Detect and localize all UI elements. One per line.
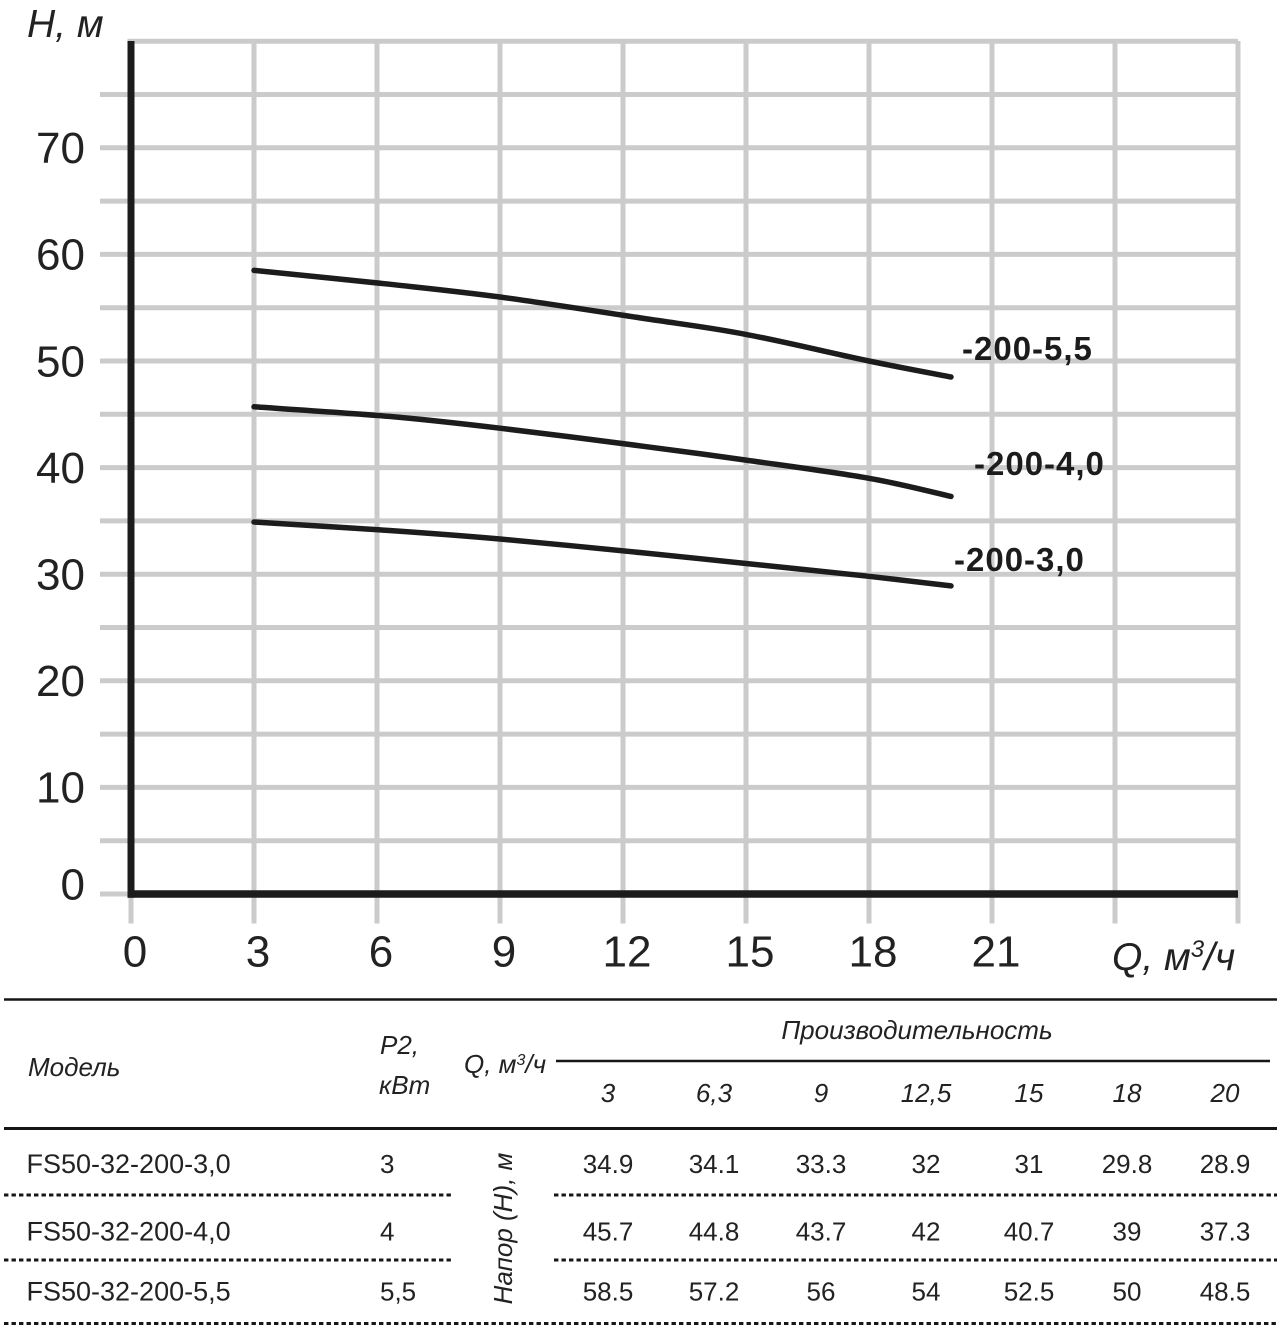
svg-text:52.5: 52.5 — [1004, 1277, 1055, 1307]
svg-text:Q, м3/ч: Q, м3/ч — [464, 1049, 546, 1079]
svg-text:-200-3,0: -200-3,0 — [954, 541, 1085, 578]
svg-text:0: 0 — [61, 860, 85, 909]
svg-text:12: 12 — [603, 927, 652, 976]
svg-text:15: 15 — [726, 927, 775, 976]
svg-text:20: 20 — [36, 657, 85, 706]
svg-text:0: 0 — [123, 927, 147, 976]
svg-text:28.9: 28.9 — [1200, 1149, 1251, 1179]
svg-text:39: 39 — [1113, 1217, 1142, 1247]
svg-text:60: 60 — [36, 231, 85, 280]
svg-text:34.9: 34.9 — [583, 1149, 634, 1179]
svg-text:58.5: 58.5 — [583, 1277, 634, 1307]
svg-text:70: 70 — [36, 124, 85, 173]
svg-text:29.8: 29.8 — [1102, 1149, 1153, 1179]
svg-text:H, м: H, м — [27, 3, 104, 46]
svg-text:56: 56 — [807, 1277, 836, 1307]
svg-text:30: 30 — [36, 551, 85, 600]
svg-text:5,5: 5,5 — [380, 1277, 416, 1307]
svg-text:50: 50 — [1113, 1277, 1142, 1307]
svg-text:42: 42 — [912, 1217, 941, 1247]
svg-text:3: 3 — [380, 1149, 394, 1179]
svg-text:3: 3 — [601, 1078, 616, 1108]
svg-text:FS50-32-200-4,0: FS50-32-200-4,0 — [27, 1217, 231, 1247]
svg-text:9: 9 — [814, 1078, 828, 1108]
svg-text:40: 40 — [36, 444, 85, 493]
svg-text:31: 31 — [1015, 1149, 1044, 1179]
svg-text:Производительность: Производительность — [781, 1015, 1052, 1045]
svg-text:32: 32 — [912, 1149, 941, 1179]
svg-text:34.1: 34.1 — [689, 1149, 740, 1179]
svg-text:Q, м3/ч: Q, м3/ч — [1112, 936, 1235, 979]
svg-text:48.5: 48.5 — [1200, 1277, 1251, 1307]
svg-text:-200-5,5: -200-5,5 — [962, 330, 1093, 367]
svg-text:6,3: 6,3 — [696, 1078, 733, 1108]
svg-text:15: 15 — [1015, 1078, 1044, 1108]
svg-text:FS50-32-200-5,5: FS50-32-200-5,5 — [27, 1277, 231, 1307]
svg-text:10: 10 — [36, 764, 85, 813]
svg-text:18: 18 — [849, 927, 898, 976]
svg-text:50: 50 — [36, 337, 85, 386]
svg-text:P2,: P2, — [380, 1030, 419, 1060]
svg-text:44.8: 44.8 — [689, 1217, 740, 1247]
svg-text:40.7: 40.7 — [1004, 1217, 1055, 1247]
svg-text:кВт: кВт — [379, 1070, 430, 1100]
svg-text:57.2: 57.2 — [689, 1277, 740, 1307]
svg-text:33.3: 33.3 — [796, 1149, 847, 1179]
svg-text:3: 3 — [246, 927, 270, 976]
svg-text:Напор (H), м: Напор (H), м — [488, 1152, 518, 1304]
svg-text:6: 6 — [369, 927, 393, 976]
svg-text:54: 54 — [912, 1277, 941, 1307]
svg-text:18: 18 — [1113, 1078, 1142, 1108]
svg-text:21: 21 — [972, 927, 1021, 976]
svg-text:9: 9 — [492, 927, 516, 976]
svg-text:FS50-32-200-3,0: FS50-32-200-3,0 — [27, 1149, 231, 1179]
svg-text:-200-4,0: -200-4,0 — [974, 445, 1105, 482]
svg-text:43.7: 43.7 — [796, 1217, 847, 1247]
svg-text:4: 4 — [380, 1217, 394, 1247]
svg-text:12,5: 12,5 — [901, 1078, 952, 1108]
svg-text:Модель: Модель — [28, 1052, 120, 1082]
svg-text:20: 20 — [1210, 1078, 1240, 1108]
svg-text:37.3: 37.3 — [1200, 1217, 1251, 1247]
svg-text:45.7: 45.7 — [583, 1217, 634, 1247]
